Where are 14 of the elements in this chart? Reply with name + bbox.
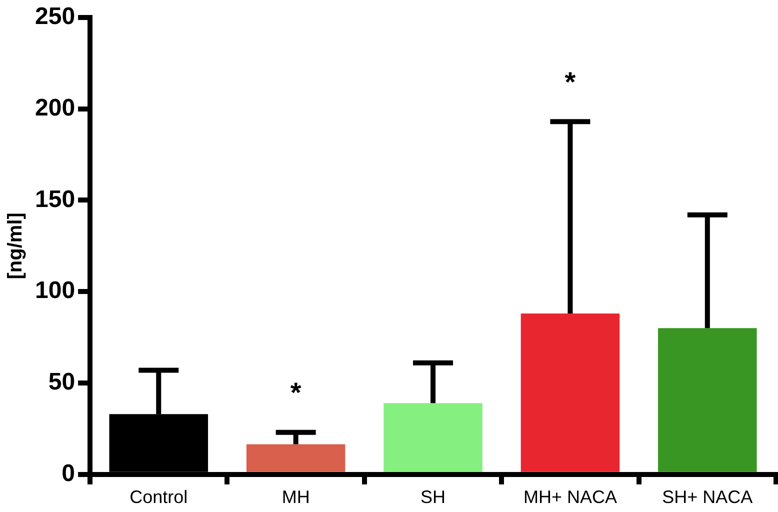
y-tick-label: 0 [62,460,76,488]
y-tick-label: 150 [34,186,76,213]
y-tick-label: 100 [34,277,76,304]
annotation: * [564,66,576,98]
annotation: * [290,377,302,408]
x-tick-label: MH+ NACA [523,487,617,508]
x-tick-label: Control [130,487,188,508]
y-tick-label: 50 [48,368,76,396]
y-axis-title: [ng/ml] [4,212,27,280]
x-tick-label: MH [282,487,310,508]
y-tick-label: 250 [34,3,76,30]
y-tick-label: 200 [34,94,76,122]
x-tick-label: SH+ NACA [662,487,753,508]
x-tick-label: SH [420,487,446,508]
